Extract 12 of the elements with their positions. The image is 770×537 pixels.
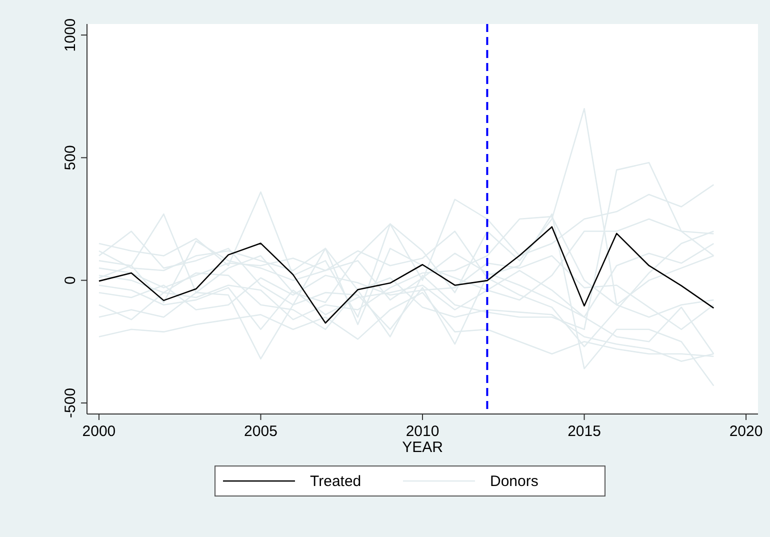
y-tick-label: 0 — [62, 276, 79, 284]
legend-label: Treated — [310, 473, 362, 490]
y-tick-label: 500 — [62, 145, 79, 170]
x-tick-label: 2015 — [568, 423, 601, 440]
y-tick-label: 1000 — [62, 18, 79, 52]
legend-label: Donors — [490, 473, 538, 490]
x-tick-label: 2020 — [729, 423, 763, 440]
y-tick-label: -500 — [62, 388, 79, 418]
x-tick-label: 2000 — [82, 423, 116, 440]
x-tick-label: 2005 — [244, 423, 278, 440]
x-tick-label: 2010 — [406, 423, 440, 440]
x-axis-title: YEAR — [402, 439, 444, 456]
